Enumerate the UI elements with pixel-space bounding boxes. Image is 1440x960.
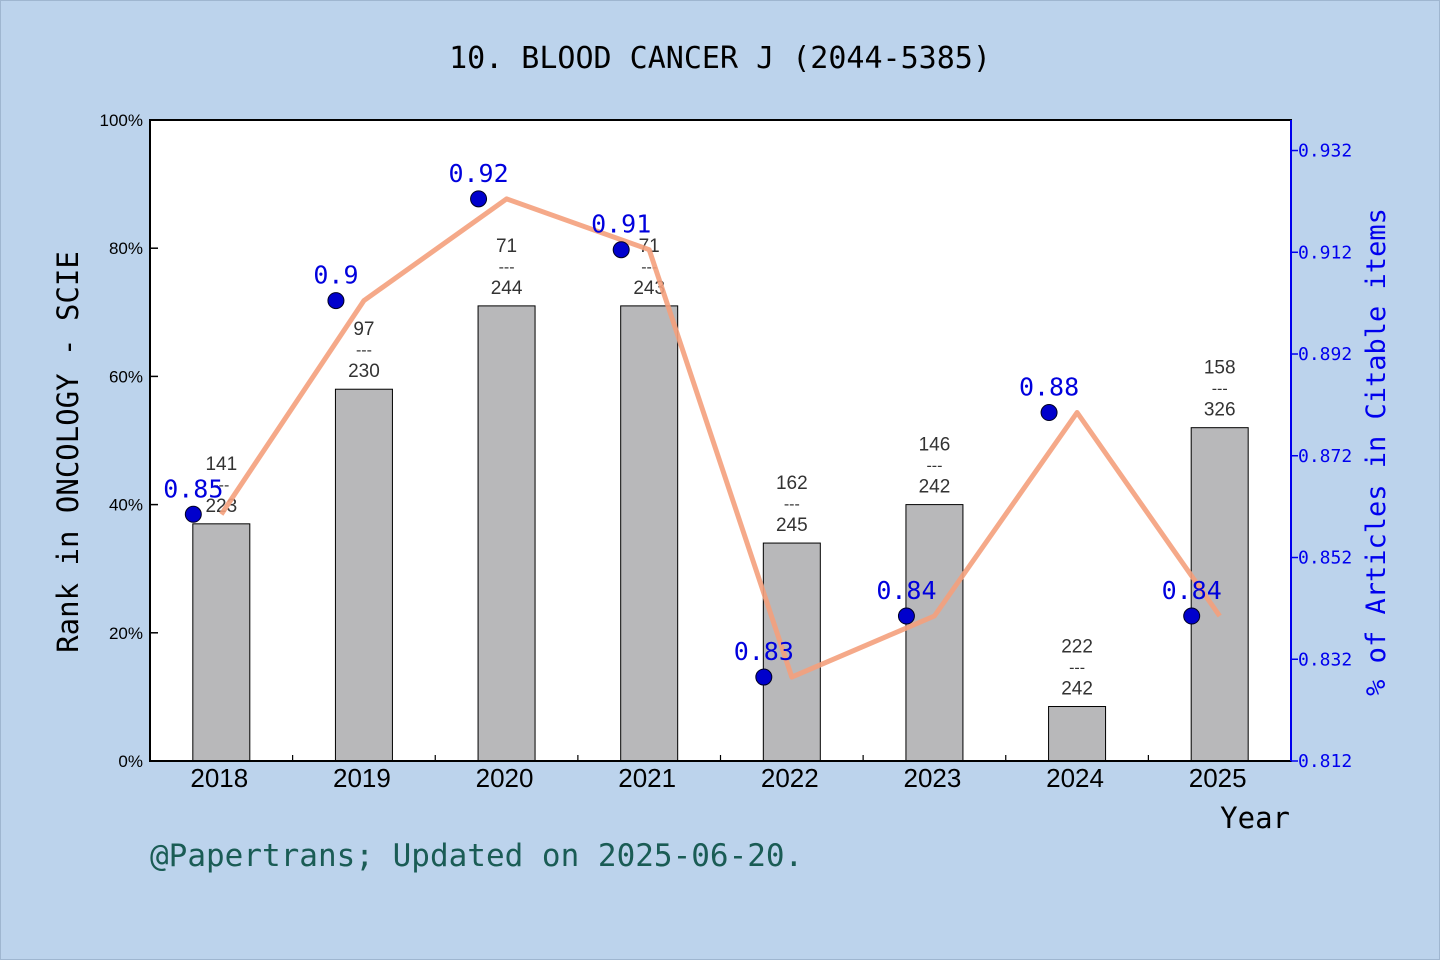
bar-rank-label: 97: [353, 319, 374, 340]
right-tick-label: 0.812: [1298, 751, 1352, 772]
right-axis: 0.812 0.832 0.852 0.872 0.892 0.912 0.932: [1290, 120, 1352, 772]
right-tick-label: 0.912: [1298, 242, 1352, 263]
rate-value-label: 0.84: [1162, 576, 1222, 605]
bar-rank-label: 71: [496, 236, 517, 257]
rate-value-label: 0.92: [448, 159, 508, 188]
rate-value-label: 0.9: [313, 261, 358, 290]
x-tick-label: 2018: [190, 763, 248, 793]
bar-rank-label: 158: [1204, 358, 1236, 379]
rate-value-label: 0.88: [1019, 373, 1079, 402]
rate-point-2018: [184, 505, 202, 523]
bar-label-separator: ---: [784, 496, 800, 513]
bar-total-label: 244: [491, 278, 523, 299]
bar-2024: [1048, 706, 1107, 762]
rate-point-2022: [755, 668, 773, 686]
rate-point-2019: [327, 292, 345, 310]
bar-total-label: 326: [1204, 400, 1236, 421]
bar-rank-label: 146: [919, 435, 951, 456]
x-tick-label: 2022: [761, 763, 819, 793]
bar-2021: [620, 305, 679, 762]
bar-2025: [1190, 427, 1249, 762]
bar-label-separator: ---: [1212, 381, 1228, 398]
rate-labels: 0.85 0.9 0.92 0.91 0.83 0.84 0.88 0.84: [163, 159, 1222, 666]
rate-value-label: 0.83: [734, 637, 794, 666]
bar-2018: [192, 523, 251, 762]
left-tick-label: 40%: [109, 496, 143, 515]
rate-line-series: [219, 196, 1222, 680]
right-tick-label: 0.892: [1298, 344, 1352, 365]
chart-title: 10. BLOOD CANCER J (2044-5385): [449, 41, 991, 76]
bar-label-separator: ---: [356, 342, 372, 359]
bar-2019: [334, 388, 393, 762]
x-tick-label: 2023: [904, 763, 962, 793]
x-tick-label: 2025: [1189, 763, 1247, 793]
y-axis-label: Rank in ONCOLOGY - SCIE: [51, 251, 85, 653]
x-axis: 2018 2019 2020 2021 2022 2023 2024 2025: [190, 755, 1247, 793]
x-tick-label: 2019: [333, 763, 391, 793]
bar-total-label: 230: [348, 361, 380, 382]
y2-axis-label: % of Articles in Citable items: [1361, 208, 1392, 696]
bar-label-separator: ---: [1069, 660, 1085, 677]
right-tick-label: 0.932: [1298, 141, 1352, 162]
bar-label-separator: ---: [499, 259, 515, 276]
rate-value-label: 0.85: [163, 474, 223, 503]
left-tick-label: 20%: [109, 624, 143, 643]
bar-label-separator: ---: [926, 458, 942, 475]
bar-label-separator: ---: [213, 477, 229, 494]
left-tick-label: 80%: [109, 239, 143, 258]
x-tick-label: 2021: [618, 763, 676, 793]
bar-2023: [905, 504, 964, 762]
bar-rank-label: 141: [205, 454, 237, 475]
bar-rank-label: 71: [639, 236, 660, 257]
right-tick-label: 0.852: [1298, 548, 1352, 569]
bar-2020: [477, 305, 536, 762]
bar-total-label: 243: [633, 278, 665, 299]
bar-labels: 141---22397---23071---24471---243162---2…: [205, 236, 1235, 700]
rate-line: [219, 196, 1222, 680]
left-tick-label: 0%: [118, 752, 143, 771]
x-tick-label: 2024: [1046, 763, 1104, 793]
rate-value-label: 0.91: [591, 210, 651, 239]
rate-point-2021: [612, 241, 630, 259]
left-tick-label: 100%: [100, 111, 143, 130]
rate-point-2020: [470, 190, 488, 208]
bar-total-label: 242: [919, 477, 951, 498]
rate-point-2024: [1040, 404, 1058, 422]
right-tick-label: 0.832: [1298, 649, 1352, 670]
plot-area: [150, 120, 1291, 761]
bar-total-label: 245: [776, 515, 808, 536]
bar-rank-label: 162: [776, 473, 808, 494]
x-axis-label: Year: [1220, 801, 1290, 835]
right-tick-label: 0.872: [1298, 446, 1352, 467]
rate-value-label: 0.84: [876, 576, 936, 605]
rate-point-2025: [1183, 607, 1201, 625]
rate-markers: [184, 190, 1201, 686]
bar-total-label: 242: [1061, 679, 1093, 700]
rate-point-2023: [897, 607, 915, 625]
x-tick-label: 2020: [476, 763, 534, 793]
bar-rank-label: 222: [1061, 637, 1093, 658]
left-tick-label: 60%: [109, 367, 143, 386]
footer-credit: @Papertrans; Updated on 2025-06-20.: [150, 838, 803, 874]
left-axis: 0% 20% 40% 60% 80% 100%: [100, 111, 158, 771]
